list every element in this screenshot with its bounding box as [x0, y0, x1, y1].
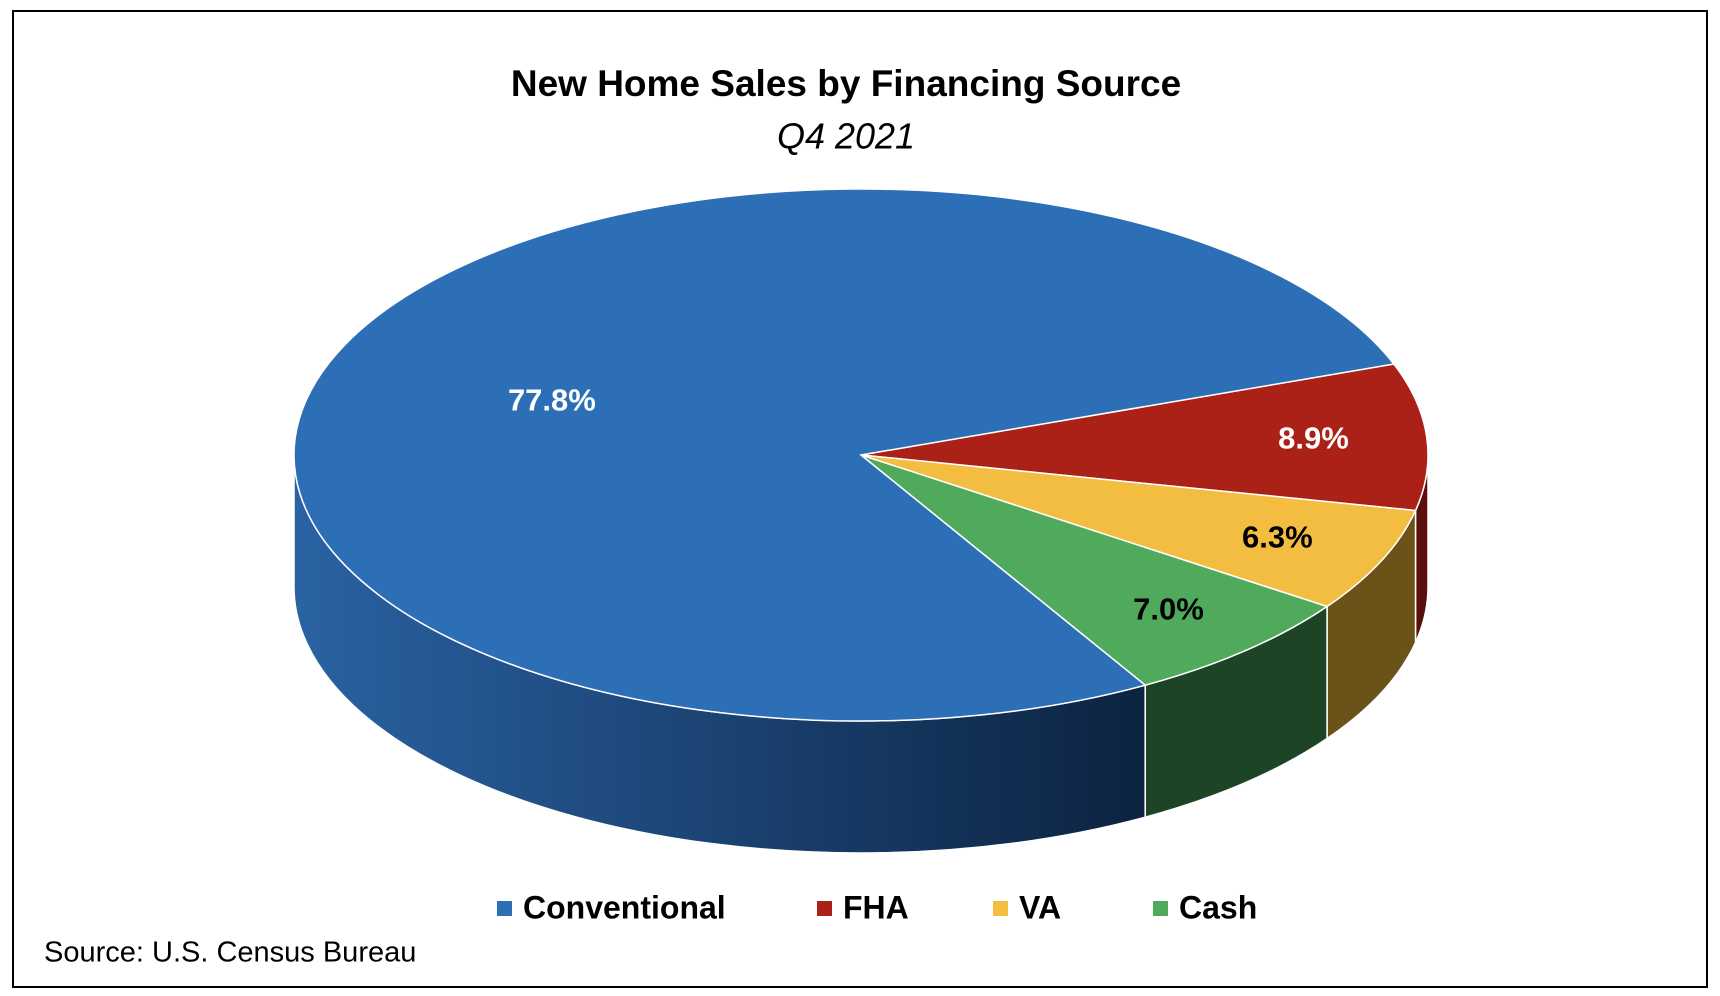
source-note: Source: U.S. Census Bureau [44, 937, 416, 969]
legend-swatch [993, 901, 1008, 916]
legend-label: FHA [843, 889, 909, 925]
value-label: 6.3% [1242, 520, 1313, 555]
legend: Conventional FHA VA Cash [497, 889, 1257, 925]
pie-slice [860, 454, 1417, 608]
legend-swatch [497, 901, 512, 916]
pie-slice [293, 188, 1396, 722]
value-label: 8.9% [1278, 420, 1349, 455]
pie-walls [293, 454, 1429, 854]
value-label: 7.0% [1133, 592, 1204, 627]
chart-subtitle: Q4 2021 [777, 116, 915, 157]
legend-swatch [1153, 901, 1168, 916]
legend-label: Cash [1179, 889, 1257, 925]
legend-label: Conventional [523, 889, 726, 925]
pie-labels: 8.9% 6.3% 7.0% 77.8% [508, 383, 1349, 627]
pie-slice [860, 454, 1329, 687]
chart-title: New Home Sales by Financing Source [511, 63, 1181, 104]
legend-label: VA [1019, 889, 1061, 925]
legend-swatch [817, 901, 832, 916]
value-label: 77.8% [508, 383, 596, 418]
pie-slice [860, 363, 1429, 512]
pie-tops [293, 188, 1429, 722]
